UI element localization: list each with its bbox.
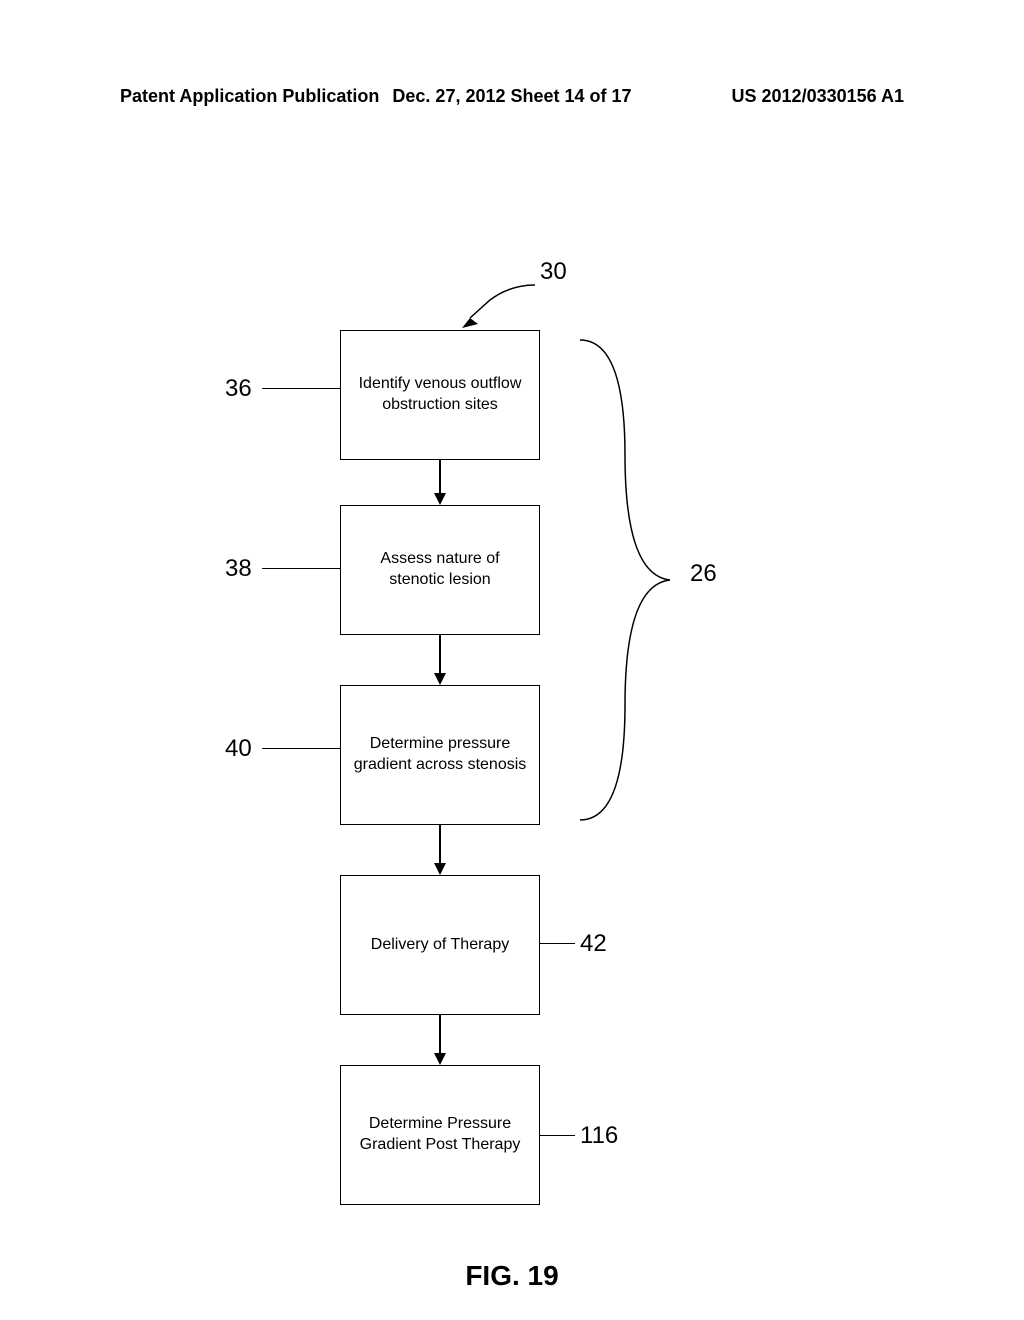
ref-box4: 42 (580, 930, 607, 958)
leader-box2 (262, 568, 340, 569)
arrow-4 (439, 1015, 441, 1053)
flowchart-diagram: 30 Identify venous outflow obstruction s… (0, 130, 1024, 1230)
box-post-therapy-text: Determine Pressure Gradient Post Therapy (351, 1114, 529, 1156)
arrow-1 (439, 460, 441, 493)
box-identify: Identify venous outflow obstruction site… (340, 330, 540, 460)
leader-box1 (262, 388, 340, 389)
ref-brace: 26 (690, 560, 717, 588)
arrow-4-head (434, 1053, 446, 1065)
ref-box1: 36 (225, 375, 252, 403)
ref-box2: 38 (225, 555, 252, 583)
leader-box3 (262, 748, 340, 749)
entry-arrow (440, 270, 540, 335)
figure-label: FIG. 19 (0, 1260, 1024, 1292)
ref-box5: 116 (580, 1122, 618, 1150)
leader-box5 (540, 1135, 575, 1136)
box-delivery: Delivery of Therapy (340, 875, 540, 1015)
box-assess-text: Assess nature of stenotic lesion (351, 549, 529, 591)
header-center: Dec. 27, 2012 Sheet 14 of 17 (381, 86, 642, 107)
box-post-therapy: Determine Pressure Gradient Post Therapy (340, 1065, 540, 1205)
header-left: Patent Application Publication (120, 86, 381, 107)
box-determine-pressure: Determine pressure gradient across steno… (340, 685, 540, 825)
box-identify-text: Identify venous outflow obstruction site… (351, 374, 529, 416)
arrow-2-head (434, 673, 446, 685)
arrow-1-head (434, 493, 446, 505)
arrow-2 (439, 635, 441, 673)
ref-box3: 40 (225, 735, 252, 763)
header-right: US 2012/0330156 A1 (643, 86, 904, 107)
ref-entry: 30 (540, 258, 567, 286)
arrow-3-head (434, 863, 446, 875)
box-assess: Assess nature of stenotic lesion (340, 505, 540, 635)
arrow-3 (439, 825, 441, 863)
brace-icon (575, 335, 675, 825)
box-delivery-text: Delivery of Therapy (371, 935, 509, 956)
leader-box4 (540, 943, 575, 944)
box-determine-pressure-text: Determine pressure gradient across steno… (351, 734, 529, 776)
